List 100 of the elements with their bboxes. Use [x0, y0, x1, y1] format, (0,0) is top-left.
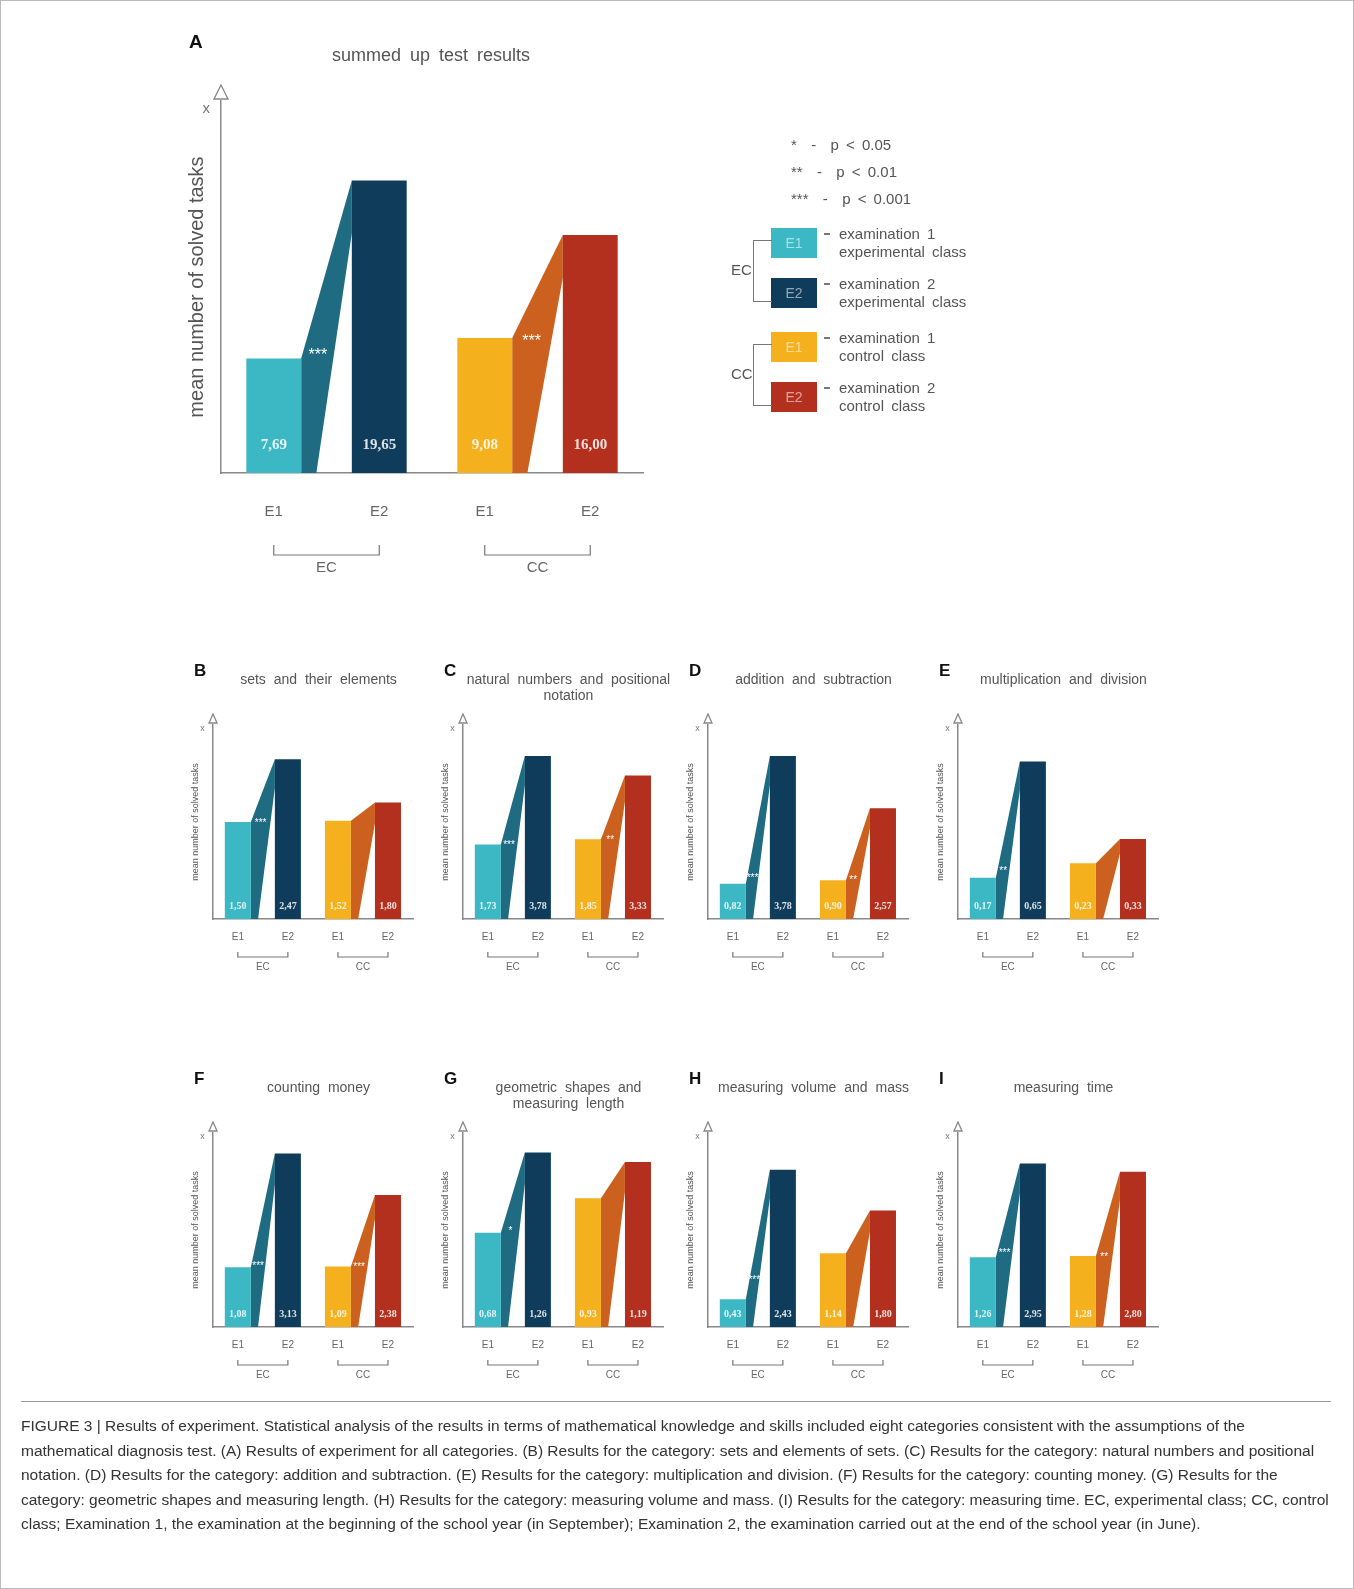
x-tick-label: E1 [581, 1338, 595, 1350]
chart-title: measuring volume and mass [717, 1079, 910, 1095]
legend-label: examination 2 experimental class [839, 275, 979, 311]
data-label: 0,82 [724, 899, 742, 911]
text: I [939, 1069, 944, 1089]
text: *** - p < 0.001 [791, 190, 913, 207]
annotation: *** [746, 872, 759, 884]
x-tick-label: E1 [231, 1338, 245, 1350]
x-tick-label: E2 [281, 1338, 295, 1350]
x-tick-label: E1 [331, 1338, 345, 1350]
caption: FIGURE 3 | Results of experiment. Statistical analysis of the results in terms of mathematical knowledge and skills included eight categories consistent with the assumptions of the mathematical diagnosis test. (A) Results of experiment for all categories. (B) Results for the category: sets and elements of sets. (C) Results for the category: natural numbers and positional notation. (D) Results for the category: addition and subtraction. (E) Results for the category: multiplication and division. (F) Results for the category: counting money. (G) Results for the category: geometric shapes and measuring length. (H) Results for the category: measuring volume and mass. (I) Results for the category: measuring time. EC, experimental class; CC, control class; Examination 1, the examination at the beginning of the school year (in September); Examination 2, the examination carried out at the end of the school year (in June). [21, 1416, 1330, 1534]
data-label: 3,78 [774, 899, 792, 911]
text: CC [355, 1368, 371, 1380]
text: EC [505, 1368, 520, 1380]
x-tick-label: E1 [726, 1338, 740, 1350]
data-label: 2,95 [1024, 1307, 1042, 1319]
x-tick-label: E2 [631, 930, 645, 942]
data-label: 3,33 [629, 899, 647, 911]
annotation: *** [998, 1247, 1011, 1259]
text: EC [1000, 1368, 1015, 1380]
x-tick-label: E2 [531, 1338, 545, 1350]
text: EC [505, 960, 520, 972]
data-label: 0,17 [974, 899, 992, 911]
text: EC [316, 557, 338, 575]
text: CC [605, 1368, 621, 1380]
x-tick-label: E2 [776, 930, 790, 942]
y-axis-title: mean number of solved tasks [439, 1170, 450, 1289]
text: A [189, 31, 203, 53]
text: x [450, 723, 456, 734]
text: EC [750, 1368, 765, 1380]
data-label: 2,57 [874, 899, 892, 911]
data-label: 1,26 [529, 1307, 547, 1319]
text: EC [255, 960, 270, 972]
data-label: 1,50 [229, 899, 247, 911]
text: D [689, 661, 702, 681]
y-axis-title: mean number of solved tasks [189, 1170, 200, 1289]
text: x [945, 1131, 951, 1142]
text: H [689, 1069, 702, 1089]
data-label: 3,78 [529, 899, 547, 911]
annotation: ** [1100, 1250, 1109, 1262]
x-tick-label: E2 [1126, 1338, 1140, 1350]
text: C [444, 661, 457, 681]
data-label: 9,08 [471, 436, 498, 453]
data-label: 1,26 [974, 1307, 992, 1319]
text: E [939, 661, 951, 681]
text: x [945, 723, 951, 734]
x-tick-label: E2 [631, 1338, 645, 1350]
text: x [450, 1131, 456, 1142]
annotation: *** [503, 839, 515, 851]
chart-title: addition and subtraction [734, 671, 893, 687]
data-label: 1,73 [479, 899, 497, 911]
annotation: *** [254, 816, 267, 828]
text: CC [1100, 1368, 1116, 1380]
category-label: E1 [785, 235, 803, 251]
x-tick-label: E1 [826, 1338, 840, 1350]
x-tick-label: E2 [1126, 930, 1140, 942]
data-label: 1,19 [629, 1307, 647, 1319]
x-tick-label: E2 [531, 930, 545, 942]
annotation: *** [522, 332, 542, 350]
x-tick-label: E2 [381, 1338, 395, 1350]
text: x [695, 1131, 701, 1142]
text: CC [526, 557, 549, 575]
data-label: 16,00 [573, 436, 608, 453]
data-label: 2,80 [1124, 1307, 1142, 1319]
annotation: *** [748, 1273, 761, 1285]
x-tick-label: E2 [876, 930, 890, 942]
x-tick-label: E1 [976, 1338, 990, 1350]
chart-title: summed up test results [330, 45, 532, 66]
data-label: 0,43 [724, 1307, 742, 1319]
annotation: * [508, 1224, 513, 1236]
data-label: 0,90 [824, 899, 842, 911]
data-label: 0,93 [579, 1307, 597, 1319]
data-label: 1,14 [824, 1307, 842, 1319]
text: EC [731, 261, 752, 278]
x-tick-label: E1 [481, 1338, 495, 1350]
data-label: 1,80 [874, 1307, 892, 1319]
x-tick-label: E1 [581, 930, 595, 942]
text: EC [255, 1368, 270, 1380]
data-label: 1,80 [379, 899, 397, 911]
annotation: *** [353, 1261, 366, 1273]
data-label: 19,65 [362, 436, 397, 453]
category-label: E2 [785, 285, 803, 301]
category-label: E1 [785, 339, 803, 355]
annotation: *** [308, 346, 328, 364]
text: F [194, 1069, 205, 1089]
text: EC [750, 960, 765, 972]
data-label: 2,38 [379, 1307, 397, 1319]
annotation: ** [849, 873, 858, 885]
x-tick-label: E2 [581, 502, 600, 520]
chart-title: counting money [266, 1079, 371, 1095]
text: x [202, 99, 211, 117]
bar [969, 877, 996, 919]
category-label: E2 [785, 389, 803, 405]
text: CC [850, 960, 866, 972]
text: x [200, 723, 206, 734]
text: * - p < 0.05 [791, 136, 893, 153]
x-tick-label: E2 [370, 502, 389, 520]
text: G [444, 1069, 458, 1089]
x-tick-label: E1 [1076, 930, 1090, 942]
x-tick-label: E2 [876, 1338, 890, 1350]
